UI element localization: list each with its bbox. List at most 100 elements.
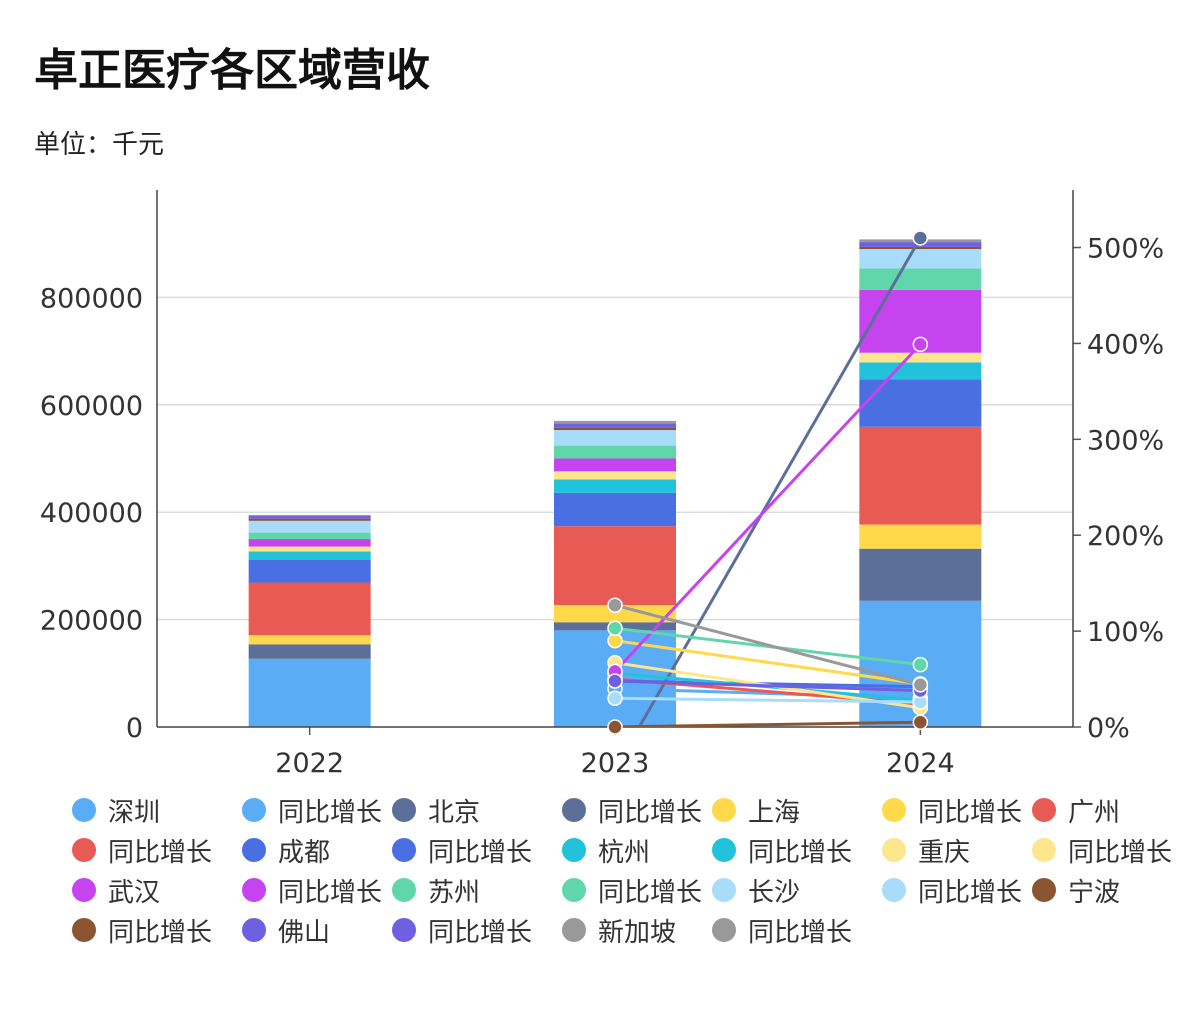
legend-item[interactable]: 上海	[712, 790, 800, 830]
bar-segment	[859, 352, 982, 363]
growth-line	[614, 639, 921, 686]
growth-line	[613, 343, 922, 673]
legend-swatch	[242, 798, 266, 822]
legend-item[interactable]: 新加坡	[562, 910, 676, 950]
bar-segment	[859, 524, 982, 549]
bar-segment	[248, 515, 371, 519]
chart-title: 卓正医疗各区域营收	[34, 45, 430, 96]
bar-segment	[859, 249, 982, 269]
legend-item[interactable]: 同比增长	[242, 870, 382, 910]
bar-segment	[248, 559, 371, 583]
legend-item[interactable]: 同比增长	[72, 910, 212, 950]
legend-swatch	[882, 798, 906, 822]
legend-item[interactable]: 同比增长	[72, 830, 212, 870]
legend-item[interactable]: 广州	[1032, 790, 1120, 830]
x-tick-label: 2024	[886, 748, 955, 779]
growth-point	[912, 714, 929, 730]
legend-item[interactable]: 宁波	[1032, 870, 1120, 910]
bar-segment	[859, 379, 982, 427]
bar-segment	[554, 526, 676, 606]
legend-label: 同比增长	[1068, 837, 1173, 868]
bar-segment	[554, 427, 676, 431]
bar-segment	[554, 445, 676, 459]
legend-swatch	[72, 878, 96, 902]
legend-item[interactable]: 同比增长	[392, 830, 532, 870]
bar-segment	[554, 479, 676, 493]
growth-line	[614, 679, 921, 693]
right-tick-label: 0%	[1087, 713, 1130, 744]
bar-segment	[859, 246, 982, 250]
growth-point	[912, 230, 929, 246]
legend-item[interactable]: 同比增长	[392, 910, 532, 950]
legend-label: 同比增长	[598, 797, 703, 828]
right-tick-label: 100%	[1087, 617, 1164, 648]
legend-label: 佛山	[278, 917, 331, 948]
legend-label: 杭州	[598, 837, 651, 868]
legend-swatch	[1032, 798, 1056, 822]
stacked-bar-line-chart: 0 200000 400000 600000 800000 0% 100% 200% 300% 4…	[40, 190, 1164, 779]
legend-label: 同比增长	[278, 797, 383, 828]
bar-segment	[248, 582, 371, 636]
legend-label: 同比增长	[278, 877, 383, 908]
legend-swatch	[562, 838, 586, 862]
legend-item[interactable]: 成都	[242, 830, 330, 870]
legend-item[interactable]: 北京	[392, 790, 480, 830]
left-tick-label: 200000	[40, 606, 143, 637]
growth-line-layer	[607, 230, 929, 735]
legend-label: 重庆	[918, 837, 971, 868]
bar-segment	[859, 268, 982, 290]
bar-segment	[554, 430, 676, 446]
legend-item[interactable]: 深圳	[72, 790, 160, 830]
legend-item[interactable]: 同比增长	[712, 830, 852, 870]
bar-segment	[859, 362, 982, 380]
legend-item[interactable]: 杭州	[562, 830, 650, 870]
growth-point	[607, 673, 623, 689]
bar-segment	[248, 532, 371, 540]
legend-label: 武汉	[108, 877, 161, 908]
bar-segment	[248, 635, 371, 645]
right-tick-label: 200%	[1087, 521, 1164, 552]
legend-swatch	[1032, 878, 1056, 902]
legend-label: 同比增长	[918, 877, 1023, 908]
legend-item[interactable]: 长沙	[712, 870, 800, 910]
legend-swatch	[712, 878, 736, 902]
bar-segment	[248, 514, 371, 516]
bar-segment	[248, 520, 371, 533]
bar-segment	[554, 605, 676, 623]
unit-subtitle: 单位：千元	[34, 130, 165, 160]
legend-item[interactable]: 同比增长	[882, 790, 1022, 830]
legend-item[interactable]: 佛山	[242, 910, 330, 950]
legend-swatch	[1032, 838, 1056, 862]
legend-label: 上海	[748, 797, 801, 828]
growth-point	[912, 677, 929, 693]
legend-label: 同比增长	[748, 917, 853, 948]
bar-segment	[248, 518, 371, 521]
legend-item[interactable]: 同比增长	[1032, 830, 1172, 870]
legend-item[interactable]: 同比增长	[882, 870, 1022, 910]
legend-label: 同比增长	[598, 877, 703, 908]
legend-item[interactable]: 武汉	[72, 870, 160, 910]
bar-segment	[859, 426, 982, 525]
legend-item[interactable]: 同比增长	[712, 910, 852, 950]
legend-label: 苏州	[428, 877, 481, 908]
legend-swatch	[712, 918, 736, 942]
bar-layer	[248, 239, 982, 727]
bar-segment	[248, 539, 371, 547]
left-tick-label: 800000	[40, 283, 143, 314]
legend-item[interactable]: 苏州	[392, 870, 480, 910]
legend-item[interactable]: 同比增长	[562, 790, 702, 830]
left-tick-label: 600000	[40, 391, 143, 422]
legend-item[interactable]: 重庆	[882, 830, 970, 870]
legend-swatch	[242, 878, 266, 902]
legend-swatch	[392, 838, 416, 862]
growth-line	[614, 696, 921, 704]
legend-swatch	[562, 798, 586, 822]
growth-points	[607, 230, 929, 735]
legend-swatch	[242, 918, 266, 942]
legend-swatch	[712, 838, 736, 862]
legend-item[interactable]: 同比增长	[562, 870, 702, 910]
bar-segment	[554, 492, 676, 527]
growth-line	[614, 720, 921, 727]
growth-point	[607, 690, 623, 706]
legend-item[interactable]: 同比增长	[242, 790, 382, 830]
